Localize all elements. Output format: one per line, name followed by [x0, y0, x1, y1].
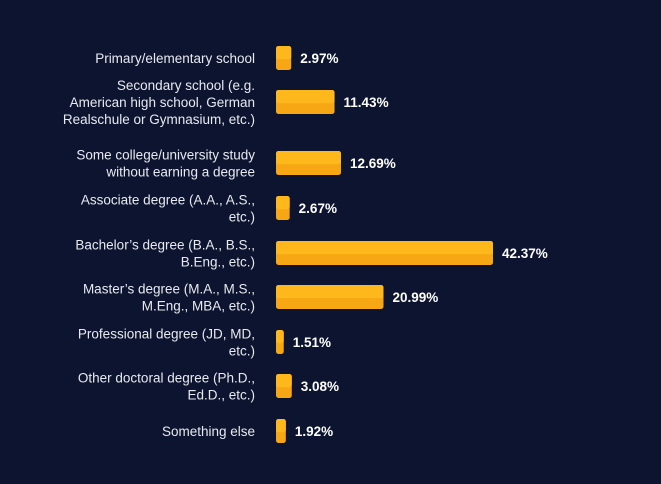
value-label-master-s-degree-m-a-m-s: 20.99% — [393, 290, 439, 305]
category-label-line: etc.) — [229, 210, 255, 225]
bar-highlight-master-s-degree-m-a-m-s — [276, 285, 384, 299]
category-label-line: B.Eng., etc.) — [181, 255, 255, 270]
category-label-line: Realschule or Gymnasium, etc.) — [63, 112, 255, 127]
value-label-something-else: 1.92% — [295, 424, 333, 439]
category-label-bachelor-s-degree-b-a-b-s: Bachelor’s degree (B.A., B.S., B.Eng., et… — [75, 238, 255, 270]
category-label-line: without earning a degree — [105, 165, 255, 180]
category-label-line: M.Eng., MBA, etc.) — [142, 299, 255, 314]
bar-highlight-something-else — [276, 419, 286, 433]
value-label-secondary-school-e-g: 11.43% — [344, 95, 389, 110]
category-label-line: American high school, German — [70, 95, 255, 110]
value-label-associate-degree-a-a-a-s: 2.67% — [299, 201, 337, 216]
category-label-other-doctoral-degree-ph-d: Other doctoral degree (Ph.D., Ed.D., etc.… — [78, 371, 255, 403]
category-label-master-s-degree-m-a-m-s: Master’s degree (M.A., M.S., M.Eng., MBA,… — [83, 282, 255, 314]
value-label-primary-elementary-school: 2.97% — [300, 51, 338, 66]
category-label-line: Professional degree (JD, MD, — [78, 327, 255, 342]
bars-group — [276, 46, 493, 443]
category-label-line: Master’s degree (M.A., M.S., — [83, 282, 255, 297]
bar-highlight-bachelor-s-degree-b-a-b-s — [276, 241, 493, 255]
category-label-line: Associate degree (A.A., A.S., — [81, 193, 255, 208]
category-label-professional-degree-jd-md: Professional degree (JD, MD, etc.) — [78, 327, 255, 359]
bar-highlight-some-college-university-study — [276, 151, 341, 165]
category-label-secondary-school-e-g: Secondary school (e.g. American high scho… — [63, 78, 255, 127]
value-label-other-doctoral-degree-ph-d: 3.08% — [301, 379, 339, 394]
bar-highlight-professional-degree-jd-md — [276, 330, 284, 344]
category-label-primary-elementary-school: Primary/elementary school — [95, 51, 255, 66]
bar-highlight-other-doctoral-degree-ph-d — [276, 374, 292, 388]
value-label-bachelor-s-degree-b-a-b-s: 42.37% — [502, 246, 548, 261]
bar-highlight-secondary-school-e-g — [276, 90, 335, 104]
category-label-line: Primary/elementary school — [95, 51, 255, 66]
category-label-line: Bachelor’s degree (B.A., B.S., — [75, 238, 255, 253]
category-label-line: Secondary school (e.g. — [117, 78, 255, 93]
category-label-line: Some college/university study — [76, 148, 255, 163]
category-label-line: Other doctoral degree (Ph.D., — [78, 371, 255, 386]
category-label-line: Something else — [162, 424, 255, 439]
category-label-some-college-university-study: Some college/university study without ear… — [76, 148, 255, 180]
value-labels-group: 2.97% 11.43% 12.69% 2.67% 42.37% 20.99% 1.51% 3… — [293, 51, 548, 439]
value-label-some-college-university-study: 12.69% — [350, 156, 396, 171]
category-label-line: Ed.D., etc.) — [187, 388, 255, 403]
category-label-associate-degree-a-a-a-s: Associate degree (A.A., A.S., etc.) — [81, 193, 255, 225]
bar-highlight-associate-degree-a-a-a-s — [276, 196, 290, 210]
category-label-line: etc.) — [229, 344, 255, 359]
category-labels-group: Primary/elementary school Secondary schoo… — [63, 51, 255, 439]
value-label-professional-degree-jd-md: 1.51% — [293, 335, 331, 350]
category-label-something-else: Something else — [162, 424, 255, 439]
bar-highlight-primary-elementary-school — [276, 46, 292, 60]
